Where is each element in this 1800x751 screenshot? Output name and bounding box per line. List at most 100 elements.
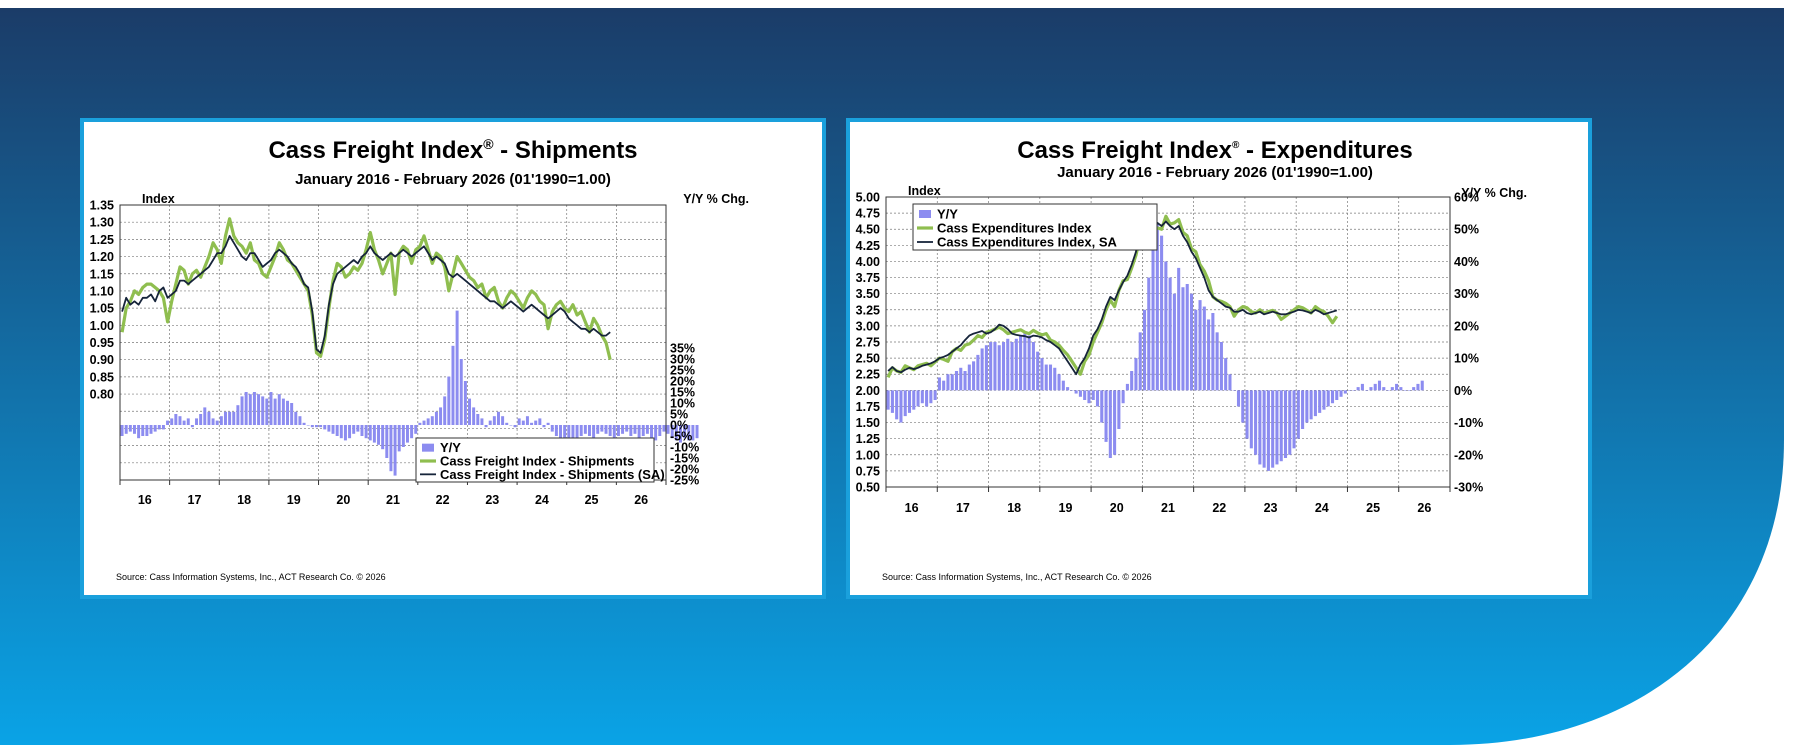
yy-bar bbox=[327, 425, 331, 432]
expenditures-source-note: Source: Cass Information Systems, Inc., … bbox=[882, 572, 1152, 582]
yy-bar bbox=[1399, 387, 1403, 391]
shipments-chart-subtitle: January 2016 - February 2026 (01'1990=1.… bbox=[295, 171, 611, 188]
yy-bar bbox=[959, 367, 963, 391]
yy-bar bbox=[604, 425, 608, 434]
yy-bar bbox=[356, 425, 360, 432]
x-tick-label: 24 bbox=[535, 493, 549, 507]
sa-index-line bbox=[121, 235, 611, 354]
yy-bar bbox=[443, 396, 447, 425]
yy-bar bbox=[899, 390, 903, 423]
left-tick-label: 3.00 bbox=[856, 319, 880, 333]
yy-bar bbox=[447, 376, 451, 425]
yy-bar bbox=[616, 425, 620, 436]
yy-bar bbox=[513, 425, 517, 428]
yy-bar bbox=[1108, 390, 1112, 458]
yy-bar bbox=[1373, 383, 1377, 391]
yy-bar bbox=[1078, 390, 1082, 397]
right-tick-label: -5% bbox=[670, 430, 692, 444]
yy-bar bbox=[1117, 390, 1121, 429]
yy-bar bbox=[410, 425, 414, 439]
expenditures-chart-panel: Cass Freight Index® - Expenditures Janua… bbox=[846, 118, 1592, 599]
left-tick-label: 3.50 bbox=[856, 287, 880, 301]
yy-bar bbox=[418, 422, 422, 425]
yy-bar bbox=[662, 425, 666, 432]
yy-bar bbox=[1219, 342, 1223, 391]
yy-bar bbox=[559, 425, 563, 441]
yy-bar bbox=[1181, 287, 1185, 391]
yy-bar bbox=[571, 425, 575, 443]
yy-bar bbox=[393, 425, 397, 476]
yy-bar bbox=[937, 377, 941, 391]
x-tick-label: 16 bbox=[138, 493, 152, 507]
legend-label: Cass Expenditures Index bbox=[937, 221, 1092, 236]
yy-bar bbox=[592, 425, 596, 439]
right-tick-label: 10% bbox=[1454, 352, 1479, 366]
yy-bar bbox=[439, 407, 443, 425]
yy-bar bbox=[1232, 390, 1236, 391]
yy-bar bbox=[215, 420, 219, 425]
yy-bar bbox=[132, 425, 136, 434]
yy-bar bbox=[1258, 390, 1262, 465]
yy-bar bbox=[1360, 383, 1364, 391]
yy-bar bbox=[1275, 390, 1279, 465]
right-tick-label: 20% bbox=[1454, 319, 1479, 333]
right-tick-label: -10% bbox=[670, 441, 699, 455]
yy-bar bbox=[1044, 364, 1048, 391]
yy-bar bbox=[1352, 390, 1356, 391]
yy-bar bbox=[190, 425, 194, 428]
yy-bar bbox=[608, 425, 612, 436]
yy-bar bbox=[984, 345, 988, 391]
yy-bar bbox=[563, 425, 567, 445]
right-tick-label: 30% bbox=[670, 353, 695, 367]
yy-bar bbox=[596, 425, 600, 434]
expenditures-tick-labels: 5.00 4.75 4.50 4.25 4.00 3.75 3.50 3.25 3.00 2.75… bbox=[856, 191, 1484, 516]
left-tick-label: 1.75 bbox=[856, 400, 880, 414]
yy-bar bbox=[372, 425, 376, 443]
left-tick-label: 4.25 bbox=[856, 239, 880, 253]
left-tick-label: 1.05 bbox=[90, 302, 114, 316]
left-tick-label: 1.50 bbox=[856, 416, 880, 430]
yy-bar bbox=[368, 425, 372, 441]
yy-bar bbox=[993, 342, 997, 391]
left-tick-label: 1.25 bbox=[856, 432, 880, 446]
yy-bar bbox=[1271, 390, 1275, 468]
yy-bar bbox=[1296, 390, 1300, 439]
yy-bar bbox=[426, 418, 430, 425]
yy-bar bbox=[967, 364, 971, 391]
yy-bar bbox=[236, 405, 240, 425]
yy-bar bbox=[886, 390, 890, 410]
yy-bar bbox=[1420, 380, 1424, 391]
yy-bar bbox=[319, 425, 323, 428]
yy-bar bbox=[1168, 277, 1172, 391]
yy-bar bbox=[1185, 284, 1189, 391]
yy-bar bbox=[903, 390, 907, 417]
yy-bar bbox=[170, 418, 174, 425]
right-tick-label: -20% bbox=[670, 463, 699, 477]
yy-bar bbox=[1172, 293, 1176, 391]
x-tick-label: 23 bbox=[1264, 501, 1278, 515]
yy-bar bbox=[290, 403, 294, 425]
left-tick-label: 1.35 bbox=[90, 199, 114, 213]
yy-bar bbox=[621, 425, 625, 434]
left-tick-label: 2.75 bbox=[856, 336, 880, 350]
yy-bar bbox=[1014, 338, 1018, 391]
yy-bar bbox=[244, 392, 248, 425]
yy-bar bbox=[1091, 390, 1095, 400]
shipments-bars bbox=[120, 310, 699, 476]
expenditures-chart-title: Cass Freight Index® - Expenditures bbox=[1017, 137, 1412, 164]
yy-bar bbox=[1365, 390, 1369, 391]
yy-bar bbox=[1189, 293, 1194, 391]
yy-bar bbox=[1369, 387, 1373, 391]
yy-bar bbox=[211, 418, 215, 425]
yy-bar bbox=[1322, 390, 1326, 410]
yy-bar bbox=[1305, 390, 1309, 423]
yy-bar bbox=[641, 425, 645, 436]
yy-bar bbox=[1147, 277, 1151, 391]
x-tick-label: 16 bbox=[905, 501, 919, 515]
x-tick-label: 18 bbox=[1007, 501, 1021, 515]
yy-bar bbox=[600, 425, 604, 432]
yy-bar bbox=[1211, 313, 1215, 391]
shipments-tick-labels: 1.35 1.30 1.25 1.20 1.15 1.10 1.05 1.00 0.95 0.90… bbox=[90, 199, 700, 508]
right-tick-label: -15% bbox=[670, 452, 699, 466]
yy-bar bbox=[228, 411, 232, 425]
